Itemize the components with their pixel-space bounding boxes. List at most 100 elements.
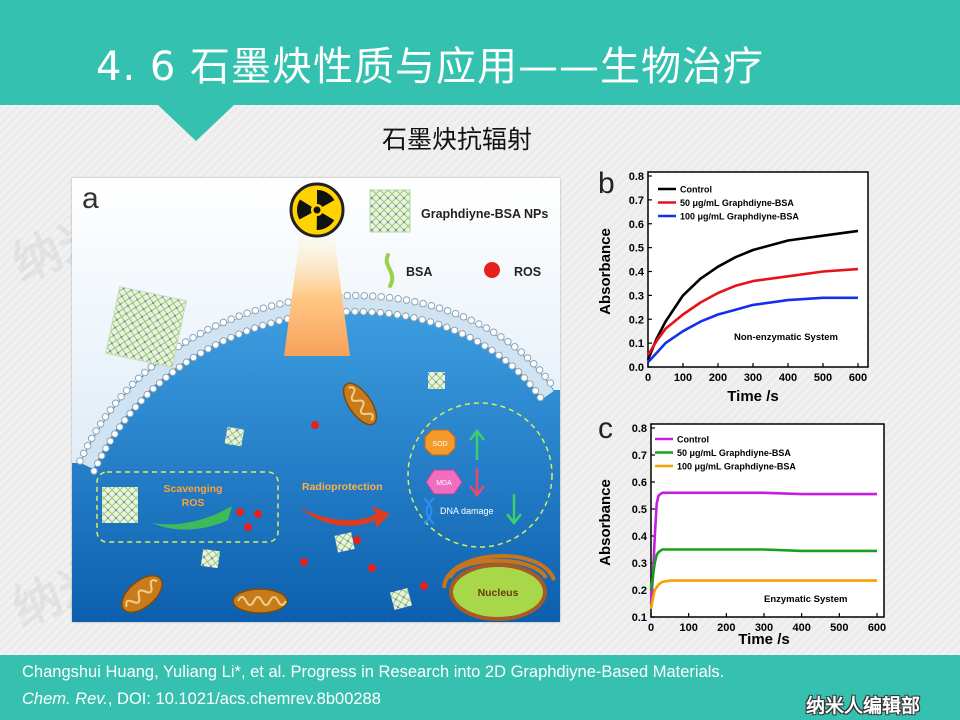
chart-annotation: Non-enzymatic System xyxy=(734,332,838,343)
y-tick-label: 0.6 xyxy=(632,477,647,489)
slide-header: 4. 6 石墨炔性质与应用——生物治疗 xyxy=(0,0,960,105)
sod-label: SOD xyxy=(432,441,447,448)
mda-hexagon-icon xyxy=(425,469,463,495)
ros-sphere xyxy=(420,582,428,590)
x-axis-label: Time /s xyxy=(738,631,789,648)
y-tick-label: 0.3 xyxy=(632,558,647,570)
endoplasmic-reticulum xyxy=(442,554,556,589)
x-tick-label: 500 xyxy=(830,622,848,634)
radioprotection-diagram: Graphdiyne-BSA NPs BSA ROS a Scavenging … xyxy=(72,178,560,622)
y-tick-label: 0.7 xyxy=(632,450,647,462)
chart-annotation: Enzymatic System xyxy=(764,594,847,605)
y-tick-label: 0.2 xyxy=(629,314,644,326)
graphdiyne-nanosheet xyxy=(102,487,138,523)
ros-sphere xyxy=(311,421,319,429)
graphdiyne-nanosheet xyxy=(389,587,413,611)
y-tick-label: 0.1 xyxy=(629,338,644,350)
ros-sphere xyxy=(254,510,262,518)
brand-logo: 纳米人编辑部 xyxy=(806,695,921,717)
y-tick-label: 0.8 xyxy=(632,423,647,435)
y-tick-label: 0.7 xyxy=(629,195,644,207)
radioprotection-arrow xyxy=(300,506,390,528)
sod-octagon-icon xyxy=(424,429,456,456)
radioprotection-label: Radioprotection xyxy=(302,481,383,493)
plot-frame xyxy=(650,423,885,618)
legend-label: 50 μg/mL Graphdiyne-BSA xyxy=(677,448,791,458)
mda-down-arrow-icon xyxy=(469,468,485,498)
citation-journal: Chem. Rev. xyxy=(22,690,108,708)
x-tick-label: 500 xyxy=(814,372,832,384)
y-tick-label: 0.2 xyxy=(632,585,647,597)
scavenging-label: Scavenging xyxy=(164,483,223,495)
legend-label: 100 μg/mL Graphdiyne-BSA xyxy=(680,212,799,222)
plot-frame xyxy=(647,171,869,368)
series-line-control xyxy=(649,491,877,604)
slide-title: 4. 6 石墨炔性质与应用——生物治疗 xyxy=(96,44,765,90)
bsa-strand-icon xyxy=(384,253,395,288)
scavenging-box xyxy=(96,471,279,543)
x-tick-label: 0 xyxy=(648,622,654,634)
y-tick-label: 0.5 xyxy=(632,504,647,516)
panel-label-b: b xyxy=(598,167,615,200)
citation-doi: , DOI: 10.1021/acs.chemrev.8b00288 xyxy=(107,690,381,708)
graphdiyne-nanosheet xyxy=(224,426,245,447)
graphdiyne-nanosheet xyxy=(428,372,445,389)
y-tick-label: 0.0 xyxy=(629,362,644,374)
legend-label: Control xyxy=(680,185,712,195)
mitochondrion-icon xyxy=(121,574,163,614)
panel-label-c: c xyxy=(598,412,613,445)
x-axis-label: Time /s xyxy=(727,388,778,405)
nucleus-icon xyxy=(449,563,547,621)
scavenging-arrow xyxy=(152,506,232,530)
series-line-100-g-ml-graphdiyne-bsa xyxy=(649,579,877,610)
legend-label: Control xyxy=(677,435,709,445)
series-line-50-g-ml-graphdiyne-bsa xyxy=(649,548,877,591)
graphdiyne-nanosheet xyxy=(334,532,355,553)
panel-label-a: a xyxy=(82,182,99,215)
x-tick-label: 400 xyxy=(779,372,797,384)
nucleus-label: Nucleus xyxy=(478,587,519,599)
x-tick-label: 200 xyxy=(709,372,727,384)
ros-legend-label: ROS xyxy=(514,265,541,279)
series-line-control xyxy=(646,229,859,361)
chart-non-enzymatic: b 0.0 0.1 0.2 0.3 0.4 0.5 0.6 0.7 0.8 0 100 200 300 40… xyxy=(597,167,869,405)
dna-down-arrow-icon xyxy=(506,494,522,526)
citation-line: Changshui Huang, Yuliang Li*, et al. Pro… xyxy=(22,663,725,681)
mitochondrion-icon xyxy=(232,588,288,614)
graphdiyne-nanosheet-icon xyxy=(369,189,411,233)
ros-sphere xyxy=(368,564,376,572)
graphdiyne-nanosheet xyxy=(105,286,187,368)
dna-damage-label: DNA damage xyxy=(440,506,494,516)
bsa-legend-label: BSA xyxy=(406,265,432,279)
ros-sphere xyxy=(353,536,361,544)
mitochondrion-icon xyxy=(342,382,378,426)
y-axis-label: Absorbance xyxy=(597,228,614,315)
x-tick-label: 100 xyxy=(679,622,697,634)
mda-label: MDA xyxy=(436,480,452,487)
legend-label: 100 μg/mL Graphdiyne-BSA xyxy=(677,462,796,472)
x-tick-label: 100 xyxy=(674,372,692,384)
response-circle xyxy=(407,402,553,548)
y-tick-label: 0.3 xyxy=(629,290,644,302)
x-tick-label: 0 xyxy=(645,372,651,384)
y-axis-label: Absorbance xyxy=(597,479,614,566)
y-tick-label: 0.5 xyxy=(629,243,644,255)
ros-sphere xyxy=(300,558,308,566)
ros-sphere-icon xyxy=(484,262,500,278)
scavenging-label-ros: ROS xyxy=(182,497,205,509)
radiation-beam xyxy=(284,236,350,356)
citation-doi-line: Chem. Rev., DOI: 10.1021/acs.chemrev.8b0… xyxy=(22,690,381,709)
slide-subtitle: 石墨炔抗辐射 xyxy=(382,125,533,154)
y-tick-label: 0.4 xyxy=(632,531,648,543)
chart-enzymatic: c 0.1 0.2 0.3 0.4 0.5 0.6 0.7 0.8 0 100 200 300 400 50… xyxy=(597,412,886,648)
x-tick-label: 600 xyxy=(868,622,886,634)
x-tick-label: 300 xyxy=(755,622,773,634)
sod-up-arrow-icon xyxy=(469,428,485,460)
x-tick-label: 200 xyxy=(717,622,735,634)
series-line-100-g-ml-graphdiyne-bsa xyxy=(647,296,858,364)
graphdiyne-nanosheet xyxy=(200,548,221,569)
np-legend-label: Graphdiyne-BSA NPs xyxy=(421,207,548,221)
series-line-50-g-ml-graphdiyne-bsa xyxy=(646,267,859,356)
y-tick-label: 0.8 xyxy=(629,171,644,183)
radiation-icon xyxy=(289,182,345,238)
